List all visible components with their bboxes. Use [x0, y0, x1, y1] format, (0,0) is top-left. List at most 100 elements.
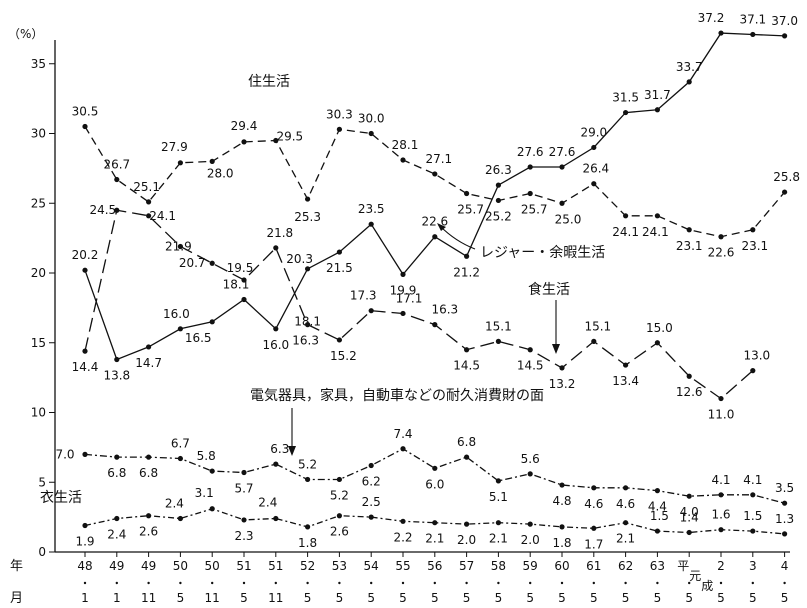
- x-label-separator-dot: [783, 581, 786, 585]
- data-label: 15.0: [646, 321, 673, 335]
- data-point: [782, 189, 788, 195]
- data-point: [623, 485, 629, 491]
- data-label: 19.9: [390, 283, 417, 297]
- data-label: 13.4: [612, 374, 639, 388]
- data-point: [686, 227, 692, 233]
- data-point: [782, 500, 788, 506]
- data-point: [718, 395, 724, 402]
- data-point: [464, 190, 470, 197]
- data-point: [336, 249, 342, 255]
- data-point: [177, 160, 183, 166]
- data-label: 24.1: [149, 209, 176, 223]
- data-label: 24.1: [642, 225, 669, 239]
- data-label: 2.4: [258, 496, 277, 510]
- y-tick-label: 35: [31, 57, 46, 71]
- data-point: [305, 524, 311, 530]
- data-point: [686, 493, 692, 499]
- data-label: 6.2: [362, 475, 381, 489]
- data-label: 2.4: [107, 528, 126, 542]
- data-point: [114, 515, 120, 522]
- data-point: [495, 197, 501, 204]
- data-label: 25.1: [133, 180, 160, 194]
- data-point: [209, 468, 215, 474]
- data-label: 25.7: [457, 202, 484, 216]
- data-label: 15.1: [584, 319, 611, 333]
- data-label: 20.3: [286, 252, 313, 266]
- x-month-label: 5: [304, 591, 312, 605]
- data-point: [241, 469, 247, 476]
- data-label: 14.7: [135, 356, 162, 370]
- data-label: 14.4: [72, 360, 99, 374]
- x-row-label-month: 月: [10, 591, 23, 606]
- data-label: 30.3: [326, 107, 353, 121]
- series-line-4: [84, 508, 785, 535]
- x-label-separator-dot: [306, 581, 309, 585]
- data-label: 29.5: [276, 129, 303, 143]
- data-label: 29.4: [231, 119, 258, 133]
- data-label: 14.5: [517, 359, 544, 373]
- data-label: 5.6: [521, 452, 540, 466]
- data-label: 4.1: [711, 473, 730, 487]
- data-point: [495, 182, 501, 188]
- data-label: 19.5: [227, 261, 254, 275]
- leisure-pointer-arrowhead: [437, 223, 446, 231]
- data-point: [559, 524, 565, 530]
- y-tick-label: 15: [31, 336, 46, 350]
- data-point: [591, 144, 597, 151]
- x-label-separator-dot: [433, 581, 436, 585]
- x-label-separator-dot: [751, 581, 754, 585]
- data-label: 26.4: [582, 162, 609, 176]
- data-point: [209, 260, 215, 266]
- leisure-pointer-arrow: [439, 225, 476, 250]
- data-point: [686, 79, 692, 85]
- data-point: [495, 338, 501, 344]
- x-year-label: 63: [650, 559, 665, 573]
- data-point: [559, 365, 565, 371]
- data-label: 2.0: [521, 533, 540, 547]
- data-point: [177, 326, 183, 332]
- data-point: [527, 164, 533, 170]
- food-pointer-arrowhead: [552, 344, 560, 354]
- data-label: 3.5: [775, 481, 794, 495]
- x-month-label: 5: [495, 591, 503, 605]
- data-label: 2.1: [489, 532, 508, 546]
- data-point: [146, 344, 152, 350]
- data-label: 5.1: [489, 490, 508, 504]
- x-year-label: 52: [300, 559, 315, 573]
- data-label: 1.3: [775, 512, 794, 526]
- data-label: 6.8: [457, 435, 476, 449]
- data-label: 21.5: [326, 261, 353, 275]
- data-label: 25.0: [555, 212, 582, 226]
- data-label: 29.0: [580, 125, 607, 139]
- data-point: [82, 348, 88, 354]
- data-point: [654, 528, 661, 534]
- x-year-label: 元: [689, 569, 701, 583]
- data-point: [241, 517, 247, 523]
- data-label: 13.0: [743, 349, 770, 363]
- data-point: [177, 243, 183, 250]
- x-month-label: 5: [526, 591, 534, 605]
- data-label: 2.3: [234, 529, 253, 543]
- data-point: [654, 488, 661, 494]
- data-label: 1.5: [743, 509, 762, 523]
- x-month-label: 5: [431, 591, 439, 605]
- x-month-label: 5: [558, 591, 566, 605]
- x-label-separator-dot: [370, 581, 373, 585]
- data-point: [82, 123, 88, 130]
- data-label: 25.8: [773, 170, 800, 184]
- data-point: [718, 527, 724, 533]
- x-month-label: 5: [177, 591, 185, 605]
- data-label: 1.4: [680, 510, 699, 524]
- data-point: [750, 492, 756, 498]
- data-label: 27.9: [161, 140, 188, 154]
- data-label: 3.1: [195, 486, 214, 500]
- data-point: [464, 347, 470, 353]
- x-month-label: 5: [336, 591, 344, 605]
- x-label-separator-dot: [688, 581, 691, 585]
- data-label: 26.7: [103, 158, 130, 172]
- annotation-leisure: レジャー・余暇生活: [480, 244, 605, 261]
- data-label: 6.7: [171, 437, 190, 451]
- data-label: 37.1: [739, 12, 766, 26]
- data-label: 4.0: [680, 505, 699, 519]
- data-point: [654, 107, 661, 113]
